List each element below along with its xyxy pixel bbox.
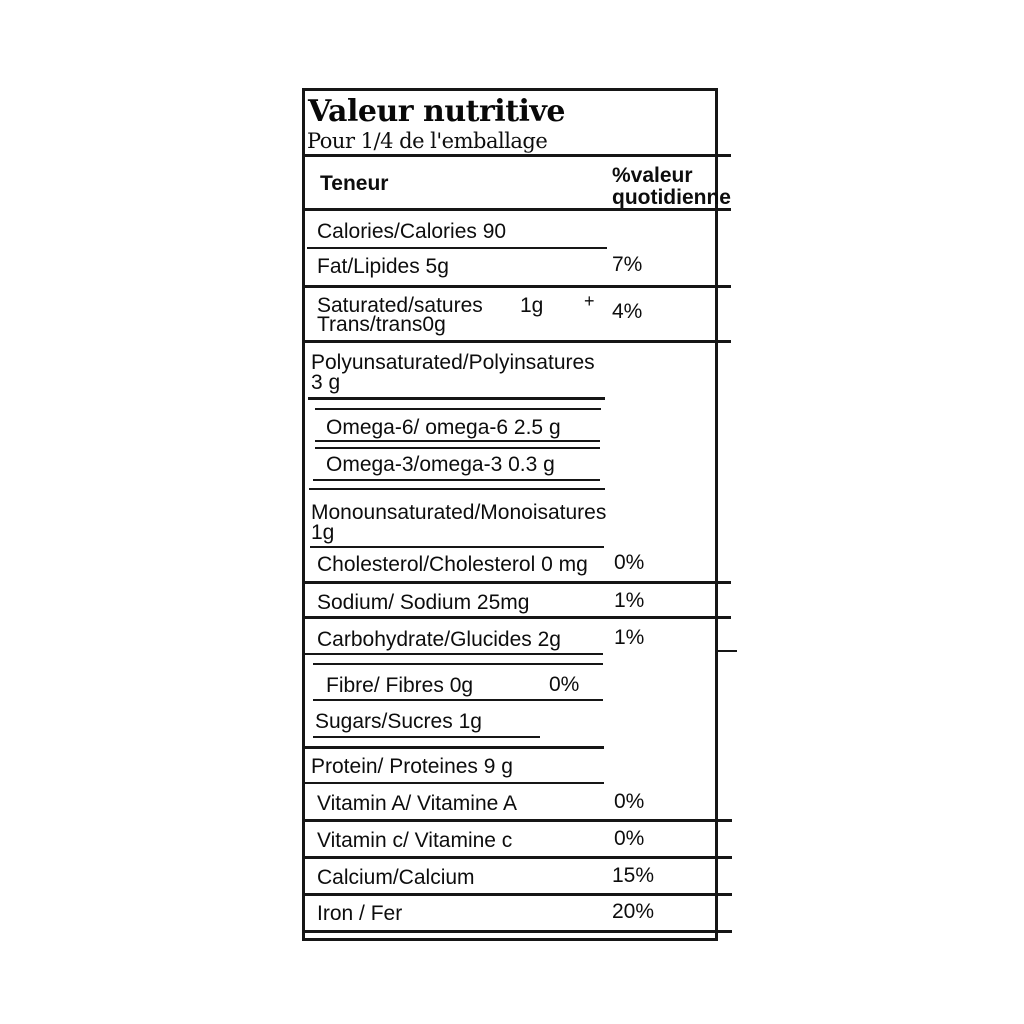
nutrient-name: Fibre/ Fibres 0g	[326, 674, 474, 697]
separator-line	[304, 746, 604, 749]
nutrient-name: Polyunsaturated/Polyinsatures	[311, 351, 595, 374]
separator-line	[313, 479, 600, 481]
nutrient-daily-value: 1%	[614, 626, 645, 649]
nutrient-name: Saturated/satures	[317, 294, 483, 317]
separator-line	[313, 736, 540, 738]
nutrient-name: Fat/Lipides 5g	[317, 255, 449, 278]
separator-line	[302, 208, 731, 211]
separator-line	[304, 782, 604, 784]
label-title: Valeur nutritive	[308, 94, 565, 129]
nutrient-name: Sugars/Sucres 1g	[315, 710, 482, 733]
nutrient-daily-value: 15%	[612, 864, 655, 887]
separator-line	[315, 408, 601, 410]
nutrient-name: Calories/Calories 90	[317, 220, 507, 243]
nutrient-daily-value: 0%	[614, 827, 645, 850]
column-header-daily-value-line2: quotidienne	[612, 186, 731, 209]
nutrient-name-line2: Trans/trans0g	[317, 313, 446, 336]
nutrient-name: Cholesterol/Cholesterol 0 mg	[317, 553, 588, 576]
separator-line	[309, 488, 605, 490]
separator-line	[302, 653, 603, 655]
nutrient-name-line2: 3 g	[311, 371, 341, 394]
separator-line	[308, 397, 605, 400]
nutrient-amount: 1g	[520, 294, 544, 317]
separator-line	[313, 663, 603, 665]
nutrient-daily-value: 1%	[614, 589, 645, 612]
nutrient-name: Omega-3/omega-3 0.3 g	[326, 453, 555, 476]
nutrition-facts-label	[302, 88, 718, 941]
separator-line	[302, 893, 732, 896]
separator-line	[302, 285, 731, 288]
separator-line	[716, 650, 737, 652]
separator-line	[315, 447, 600, 449]
nutrient-daily-value: 0%	[614, 551, 645, 574]
nutrient-daily-value: 0%	[614, 790, 645, 813]
separator-line	[302, 819, 732, 822]
separator-line	[315, 440, 600, 442]
separator-line	[302, 616, 731, 619]
nutrient-name: Vitamin A/ Vitamine A	[317, 792, 518, 815]
nutrient-daily-value: 7%	[612, 253, 643, 276]
separator-line	[302, 581, 731, 584]
column-header-daily-value: %valeur quotidienne	[612, 165, 731, 209]
separator-line	[302, 856, 732, 859]
nutrient-name: Sodium/ Sodium 25mg	[317, 591, 530, 614]
separator-line	[310, 546, 604, 548]
separator-line	[313, 699, 603, 701]
column-header-amount: Teneur	[320, 172, 389, 195]
nutrient-daily-value: 4%	[612, 300, 643, 323]
nutrient-plus-sign: +	[584, 291, 595, 311]
nutrient-name: Protein/ Proteines 9 g	[311, 755, 513, 778]
serving-size: Pour 1/4 de l'emballage	[307, 129, 548, 153]
nutrient-daily-value: 20%	[612, 900, 655, 923]
nutrient-name: Iron / Fer	[317, 902, 403, 925]
separator-line	[302, 340, 731, 343]
nutrient-name: Carbohydrate/Glucides 2g	[317, 628, 561, 651]
column-header-daily-value-line1: %valeur	[612, 164, 693, 187]
nutrient-name: Vitamin c/ Vitamine c	[317, 829, 513, 852]
nutrient-name: Calcium/Calcium	[317, 866, 475, 889]
nutrient-name-line2: 1g	[311, 521, 335, 544]
separator-line	[307, 247, 607, 249]
nutrient-name: Monounsaturated/Monoisatures	[311, 501, 607, 524]
nutrient-name: Omega-6/ omega-6 2.5 g	[326, 416, 561, 439]
separator-line	[302, 154, 731, 157]
separator-line	[302, 930, 732, 933]
nutrient-daily-value: 0%	[549, 673, 580, 696]
